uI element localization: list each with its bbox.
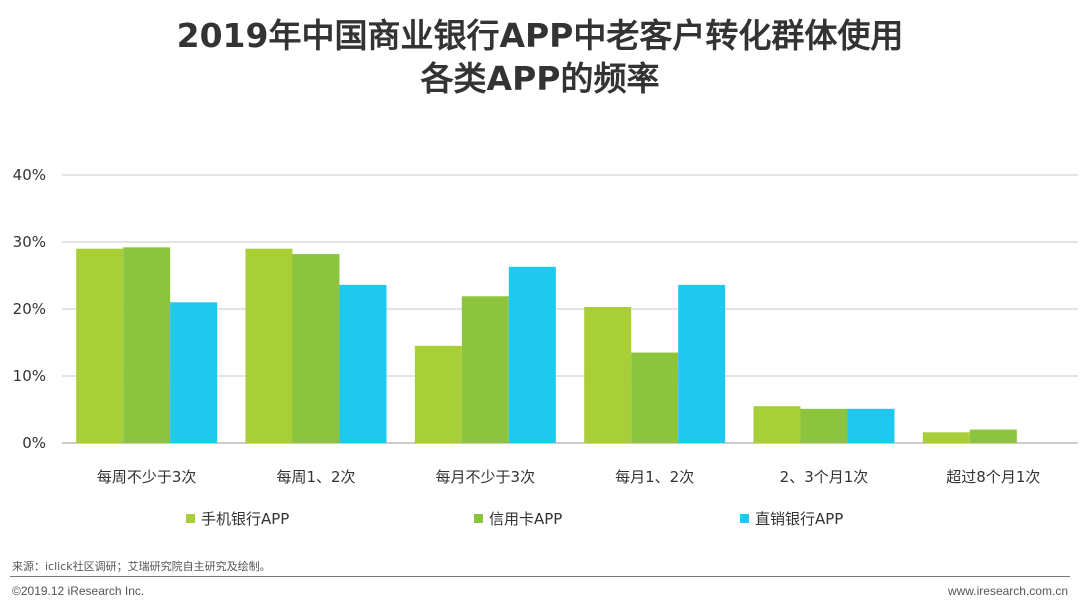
bar: [753, 406, 801, 443]
bar: [245, 248, 293, 443]
y-tick-label: 40%: [13, 166, 46, 184]
copyright: ©2019.12 iResearch Inc.: [12, 584, 145, 598]
x-tick-label: 每月不少于3次: [436, 468, 536, 486]
y-tick-label: 20%: [13, 300, 46, 318]
footer-divider: [10, 576, 1070, 577]
legend-swatch-direct-bank: [740, 514, 749, 523]
x-tick-label: 每周不少于3次: [97, 468, 197, 486]
x-tick-label: 每周1、2次: [276, 468, 355, 486]
y-tick-label: 30%: [13, 233, 46, 251]
x-tick-label: 每月1、2次: [615, 468, 694, 486]
bar: [678, 284, 726, 443]
chart-title-line1: 2019年中国商业银行APP中老客户转化群体使用: [176, 16, 904, 55]
bar: [461, 296, 509, 443]
legend-item-credit-card: 信用卡APP: [474, 508, 562, 529]
source-note: 来源：iclick社区调研；艾瑞研究院自主研究及绘制。: [12, 560, 271, 573]
legend-swatch-mobile-banking: [186, 514, 195, 523]
legend-label-direct-bank: 直销银行APP: [755, 510, 844, 528]
bar: [969, 429, 1017, 443]
legend-item-direct-bank: 直销银行APP: [740, 508, 843, 529]
chart-title-line2: 各类APP的频率: [420, 59, 660, 98]
bar: [123, 247, 171, 443]
bar: [414, 345, 462, 443]
legend-label-credit-card: 信用卡APP: [489, 510, 563, 528]
bar: [800, 408, 848, 443]
bar: [584, 306, 632, 443]
legend-item-mobile-banking: 手机银行APP: [186, 508, 289, 529]
website-link[interactable]: www.iresearch.com.cn: [947, 584, 1068, 598]
x-tick-label: 2、3个月1次: [780, 468, 869, 486]
bar: [170, 302, 218, 443]
bar: [339, 284, 387, 443]
legend-label-mobile-banking: 手机银行APP: [201, 510, 290, 528]
bar: [922, 432, 970, 443]
y-tick-label: 10%: [13, 367, 46, 385]
y-tick-label: 0%: [22, 434, 46, 452]
bar: [76, 248, 124, 443]
x-tick-label: 超过8个月1次: [946, 468, 1040, 486]
bar: [847, 408, 895, 443]
bar: [508, 266, 556, 443]
bar: [292, 254, 340, 443]
chart-title: 2019年中国商业银行APP中老客户转化群体使用 各类APP的频率: [0, 14, 1080, 100]
legend-swatch-credit-card: [474, 514, 483, 523]
bar: [631, 352, 679, 443]
